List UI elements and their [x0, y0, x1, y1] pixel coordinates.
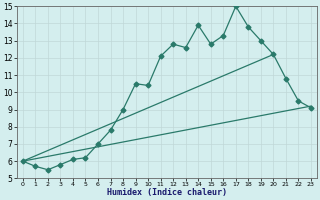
X-axis label: Humidex (Indice chaleur): Humidex (Indice chaleur) [107, 188, 227, 197]
